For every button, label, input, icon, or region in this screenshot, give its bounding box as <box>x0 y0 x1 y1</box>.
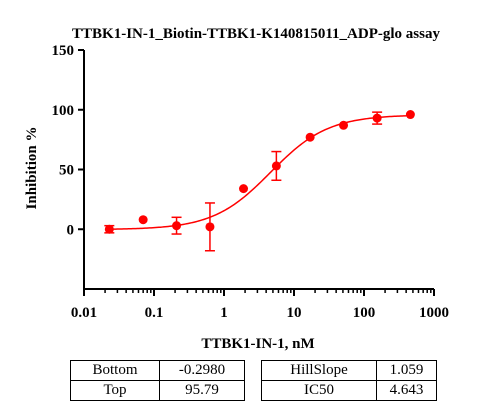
data-point <box>271 161 281 171</box>
data-point <box>339 120 349 130</box>
data-point <box>138 215 148 225</box>
data-point <box>239 184 249 194</box>
data-point <box>205 222 215 232</box>
y-tick-label: 100 <box>52 103 75 119</box>
fit-curve-layer <box>105 114 413 230</box>
data-point <box>305 132 315 142</box>
x-tick-label: 1000 <box>419 305 449 321</box>
param-row-bottom: Bottom -0.2980 <box>70 360 245 381</box>
y-tick-label: 0 <box>67 222 75 238</box>
y-tick-label: 150 <box>52 43 75 59</box>
data-point <box>372 113 382 123</box>
x-tick-label: 0.01 <box>71 305 97 321</box>
param-row-top: Top 95.79 <box>70 380 245 401</box>
param-value-bottom: -0.2980 <box>159 360 245 381</box>
data-point <box>405 110 415 120</box>
param-value-ic50: 4.643 <box>376 380 437 401</box>
params-table-right: HillSlope 1.059 IC50 4.643 <box>261 360 437 401</box>
param-value-top: 95.79 <box>159 380 245 401</box>
y-tick-label: 50 <box>59 163 74 179</box>
x-tick-label: 0.1 <box>145 305 164 321</box>
param-value-hillslope: 1.059 <box>376 360 437 381</box>
axes: 0 50 100 150 0.01 0.1 1 10 100 1000 <box>52 43 450 321</box>
param-row-ic50: IC50 4.643 <box>261 380 437 401</box>
y-axis-label: Inhibition % <box>24 127 40 210</box>
x-tick-label: 1 <box>220 305 228 321</box>
param-label-bottom: Bottom <box>70 360 160 381</box>
param-label-ic50: IC50 <box>261 380 377 401</box>
data-point <box>104 224 114 234</box>
data-point <box>172 221 182 231</box>
x-tick-label: 10 <box>287 305 302 321</box>
x-tick-label: 100 <box>353 305 376 321</box>
params-table-left: Bottom -0.2980 Top 95.79 <box>70 360 245 401</box>
param-label-top: Top <box>70 380 160 401</box>
chart-title: TTBK1-IN-1_Biotin-TTBK1-K140815011_ADP-g… <box>72 26 440 42</box>
x-axis-label: TTBK1-IN-1, nM <box>201 336 314 352</box>
param-row-hillslope: HillSlope 1.059 <box>261 360 437 381</box>
data-points-layer <box>104 110 415 252</box>
fit-curve <box>105 114 413 230</box>
param-label-hillslope: HillSlope <box>261 360 377 381</box>
